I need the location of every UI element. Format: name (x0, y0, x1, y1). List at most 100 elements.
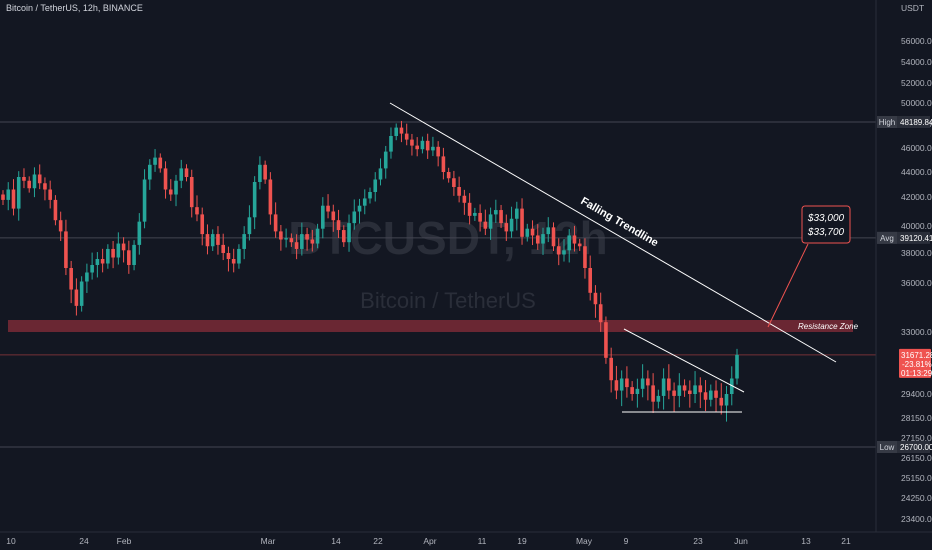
price-callout[interactable]: $33,000 $33,700 (801, 205, 851, 244)
candle-body (69, 268, 73, 290)
x-tick-label: 22 (373, 536, 383, 546)
candle-body (184, 168, 189, 177)
candle-body (43, 183, 47, 190)
callout-line-2: $33,700 (807, 227, 845, 238)
candle-body (667, 378, 671, 391)
x-tick-label: Jun (734, 536, 748, 546)
candle-body (85, 272, 89, 282)
svg-text:48189.84: 48189.84 (900, 118, 932, 127)
candle-body (58, 220, 63, 232)
candle-body (441, 156, 446, 172)
callout-pointer (767, 243, 809, 328)
candle-body (205, 234, 210, 247)
candle-body (635, 388, 640, 394)
candle-body (383, 151, 388, 169)
candle-body (399, 127, 404, 134)
time-axis[interactable]: 10 24 Feb Mar 14 22 Apr 11 19 May 9 23 Jun 13 21 (0, 531, 932, 546)
price-tag-high: High 48189.84 (877, 116, 932, 129)
price-axis[interactable]: USDT 56000.0054000.0052000.0050000.00480… (875, 0, 932, 550)
candle-body (310, 239, 315, 244)
candle-body (541, 234, 545, 244)
x-tick-label: 24 (79, 536, 89, 546)
y-tick-label: 54000.00 (901, 57, 932, 67)
y-tick-label: 33000.00 (901, 327, 932, 337)
candle-body (698, 385, 703, 393)
candle-body (646, 378, 650, 386)
candle-body (100, 259, 105, 264)
candle-body (619, 378, 624, 391)
x-tick-label: May (576, 536, 593, 546)
candle-body (121, 243, 126, 251)
candle-body (556, 246, 561, 255)
candle-body (389, 136, 393, 152)
candle-body (530, 228, 535, 236)
candle-body (294, 242, 299, 249)
candle-body (273, 214, 278, 232)
currency-label: USDT (901, 3, 924, 13)
candle-body (53, 199, 58, 221)
candle-body (263, 164, 267, 180)
candle-body (708, 390, 713, 400)
x-tick-label: 19 (517, 536, 527, 546)
candle-body (604, 322, 608, 358)
watermark: BTCUSDT, 12h Bitcoin / TetherUS (288, 212, 607, 313)
candle-body (515, 208, 519, 219)
candle-body (688, 390, 692, 394)
x-tick-label: 9 (624, 536, 629, 546)
candle-body (462, 195, 467, 203)
candle-body (677, 385, 682, 396)
candle-body (231, 259, 236, 264)
candle-body (252, 182, 257, 218)
candle-body (216, 234, 220, 245)
wedge-upper-line[interactable] (623, 328, 745, 393)
watermark-name: Bitcoin / TetherUS (360, 288, 536, 313)
candle-body (300, 234, 304, 249)
candle-body (719, 397, 724, 406)
candle-body (467, 202, 472, 216)
candle-body (315, 228, 320, 244)
candles (1, 120, 739, 422)
candle-body (242, 234, 246, 249)
candle-body (11, 189, 16, 209)
candle-body (16, 177, 21, 209)
candle-body (352, 211, 357, 224)
candle-body (247, 217, 252, 235)
candle-body (598, 304, 603, 323)
candle-body (714, 390, 718, 398)
candle-body (362, 198, 367, 206)
x-tick-label: 11 (478, 536, 487, 546)
candle-body (614, 380, 619, 391)
y-tick-label: 29400.00 (901, 389, 932, 399)
x-tick-label: Feb (117, 536, 132, 546)
svg-text:26700.00: 26700.00 (900, 443, 932, 452)
x-tick-label: 10 (6, 536, 16, 546)
candle-body (148, 164, 152, 180)
falling-trendline[interactable] (389, 102, 837, 363)
candle-body (525, 228, 530, 237)
candle-body (268, 179, 273, 215)
candle-body (562, 250, 566, 255)
price-lines (0, 121, 876, 448)
svg-text:Avg: Avg (880, 234, 894, 243)
candle-body (174, 180, 178, 195)
candle-body (609, 357, 613, 381)
candle-body (127, 250, 131, 265)
candle-body (593, 292, 598, 305)
candle-body (535, 235, 540, 244)
candle-body (305, 234, 309, 240)
candle-body (221, 244, 225, 253)
candle-body (651, 385, 655, 402)
candle-body (703, 392, 708, 400)
candle-body (289, 238, 294, 243)
candle-body (142, 179, 147, 222)
candle-body (520, 208, 524, 237)
resistance-zone[interactable] (8, 320, 853, 332)
candle-body (415, 145, 419, 150)
y-tick-label: 46000.00 (901, 143, 932, 153)
candle-body (74, 289, 79, 306)
y-tick-label: 27150.00 (901, 433, 932, 443)
candle-body (588, 268, 592, 293)
candle-body (394, 127, 399, 136)
candle-body (116, 243, 121, 258)
